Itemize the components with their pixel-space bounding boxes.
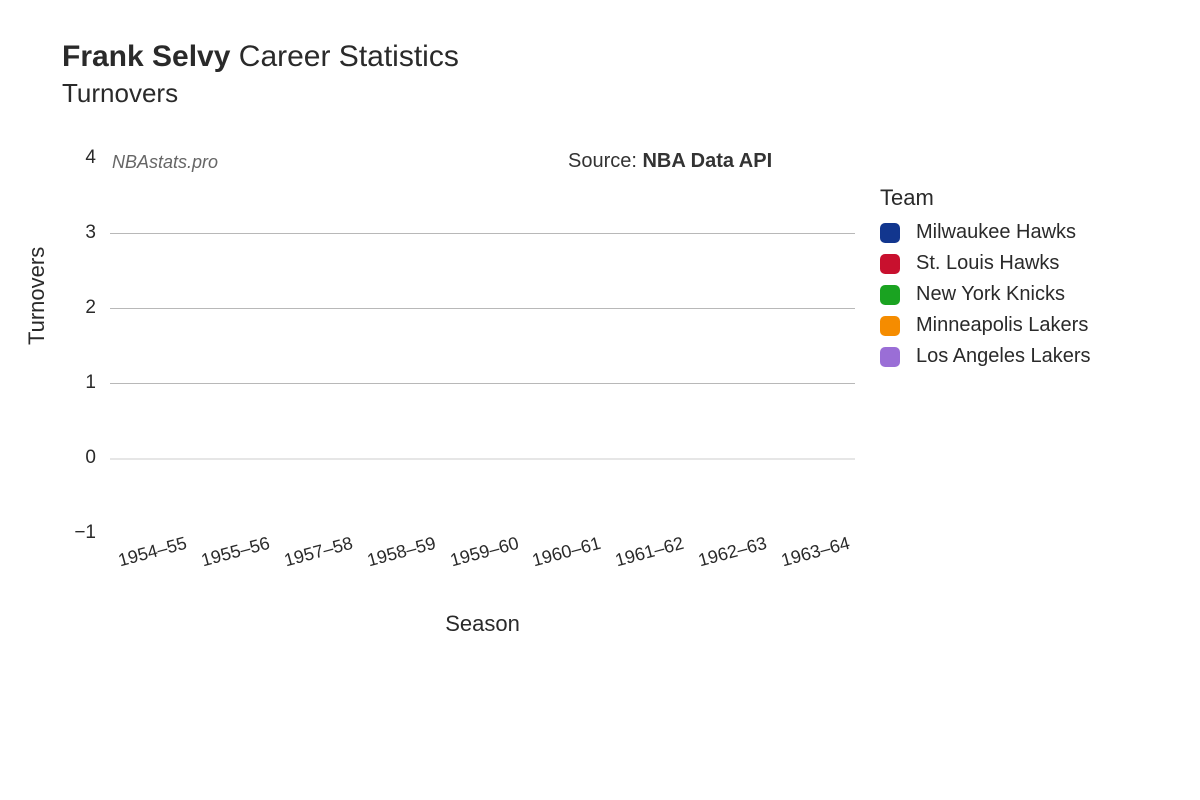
legend-item: New York Knicks [880,283,1091,306]
y-tick-label: 2 [85,297,110,319]
chart-title: Frank Selvy Career Statistics [62,38,459,76]
gridline [110,233,855,234]
legend-label: St. Louis Hawks [916,252,1059,275]
x-tick-label: 1962–63 [696,533,769,571]
y-tick-label: 1 [85,372,110,394]
x-tick-label: 1960–61 [530,533,603,571]
x-tick-label: 1954–55 [116,533,189,571]
legend-label: Minneapolis Lakers [916,314,1088,337]
plot-area: Season −1012341954–551955–561957–581958–… [110,158,855,533]
y-tick-label: 4 [85,147,110,169]
x-tick-label: 1963–64 [779,533,852,571]
gridline [110,308,855,309]
x-tick-label: 1961–62 [613,533,686,571]
x-tick-label: 1959–60 [447,533,520,571]
legend-item: Los Angeles Lakers [880,345,1091,368]
legend-label: Los Angeles Lakers [916,345,1091,368]
legend-label: New York Knicks [916,283,1065,306]
legend-item: Minneapolis Lakers [880,314,1091,337]
y-tick-label: 0 [85,447,110,469]
gridline [110,458,855,460]
legend-label: Milwaukee Hawks [916,221,1076,244]
x-tick-label: 1958–59 [365,533,438,571]
x-tick-label: 1955–56 [199,533,272,571]
legend-swatch [880,316,900,336]
y-tick-label: −1 [74,522,110,544]
title-suffix: Career Statistics [230,40,458,73]
legend-swatch [880,254,900,274]
x-axis-label: Season [110,611,855,637]
legend-title: Team [880,185,1091,211]
legend-item: Milwaukee Hawks [880,221,1091,244]
chart-subtitle: Turnovers [62,78,459,109]
legend-swatch [880,223,900,243]
legend-item: St. Louis Hawks [880,252,1091,275]
legend: Team Milwaukee Hawks St. Louis Hawks New Y… [880,185,1091,376]
player-name: Frank Selvy [62,40,230,73]
chart-title-block: Frank Selvy Career Statistics Turnovers [62,38,459,109]
legend-swatch [880,347,900,367]
x-tick-label: 1957–58 [282,533,355,571]
legend-swatch [880,285,900,305]
y-tick-label: 3 [85,222,110,244]
gridline [110,383,855,384]
y-axis-label: Turnovers [24,247,50,345]
